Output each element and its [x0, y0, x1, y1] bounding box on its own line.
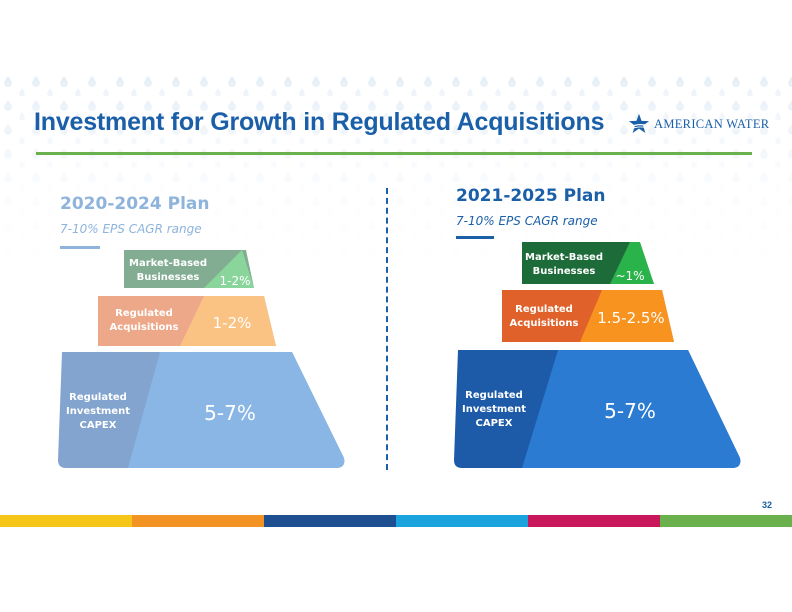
tier-regulated-acq-value-shape: [180, 296, 276, 346]
pyramid-2021: Market-Based Businesses ~1%: [522, 242, 654, 284]
plan-2020-accent-bar: [60, 246, 100, 249]
pyramid-2020-base: Regulated Investment CAPEX 5-7%: [58, 352, 345, 468]
pyramid-2020: Market-Based Businesses 1-2%: [124, 250, 254, 288]
pyramid-2020-mid: Regulated Acquisitions 1-2%: [98, 296, 276, 346]
tier-regulated-acq-label-2-2021: Acquisitions: [510, 318, 579, 329]
tier-regulated-acq-value: 1-2%: [213, 314, 252, 332]
tier-market-based-label-2-2021: Businesses: [533, 266, 596, 277]
tier-regulated-inv-label-3-2021: CAPEX: [476, 418, 513, 429]
tier-regulated-inv-value-shape-2021: [522, 350, 741, 468]
page-number: 32: [762, 500, 773, 510]
star-icon: [628, 113, 650, 133]
plan-2021-title: 2021-2025 Plan: [456, 186, 606, 206]
tier-regulated-inv-label-3: CAPEX: [80, 420, 117, 431]
footer-stripe-green: [660, 515, 792, 527]
tier-regulated-acq-value-2021: 1.5-2.5%: [597, 309, 664, 327]
footer-stripe-cyan: [396, 515, 528, 527]
footer-stripe-orange: [132, 515, 264, 527]
pyramid-2021-mid: Regulated Acquisitions 1.5-2.5%: [502, 290, 674, 342]
tier-regulated-inv-label-1: Regulated: [69, 392, 127, 403]
logo-text: American Water: [654, 116, 770, 131]
tier-regulated-acq-value-shape-2021: [580, 290, 674, 342]
tier-market-based-value-shape: [204, 250, 254, 288]
tier-regulated-inv-label-1-2021: Regulated: [465, 390, 523, 401]
tier-regulated-inv-label-2-2021: Investment: [462, 404, 526, 415]
footer-stripe-yellow: [0, 515, 132, 527]
tier-market-based-value: 1-2%: [219, 274, 250, 288]
tier-regulated-acq-label-1: Regulated: [115, 308, 173, 319]
plan-2020-title: 2020-2024 Plan: [60, 194, 210, 214]
tier-market-based-value-2021: ~1%: [615, 269, 644, 283]
company-logo: American Water: [628, 113, 769, 135]
tier-regulated-inv-label-2: Investment: [66, 406, 130, 417]
tier-market-based-label-1: Market-Based: [129, 258, 207, 269]
tier-market-based-label-2: Businesses: [137, 272, 200, 283]
tier-regulated-acq-label-2: Acquisitions: [110, 322, 179, 333]
plan-2020-subtitle: 7-10% EPS CAGR range: [60, 222, 202, 236]
plan-divider: [386, 188, 388, 470]
tier-market-based-label-1-2021: Market-Based: [525, 252, 603, 263]
plan-2021-accent-bar: [456, 236, 494, 239]
tier-market-based-value-shape-2021: [610, 242, 654, 284]
slide-title: Investment for Growth in Regulated Acqui…: [34, 108, 605, 136]
title-underline: [36, 152, 752, 155]
footer-stripe-magenta: [528, 515, 660, 527]
plan-2021-subtitle: 7-10% EPS CAGR range: [456, 214, 598, 228]
tier-regulated-inv-value: 5-7%: [204, 401, 256, 425]
tier-regulated-inv-value-shape: [128, 352, 345, 468]
tier-regulated-inv-value-2021: 5-7%: [604, 399, 656, 423]
pyramid-2021-base: Regulated Investment CAPEX 5-7%: [454, 350, 741, 468]
tier-regulated-acq-label-1-2021: Regulated: [515, 304, 573, 315]
footer-stripe-navy: [264, 515, 396, 527]
